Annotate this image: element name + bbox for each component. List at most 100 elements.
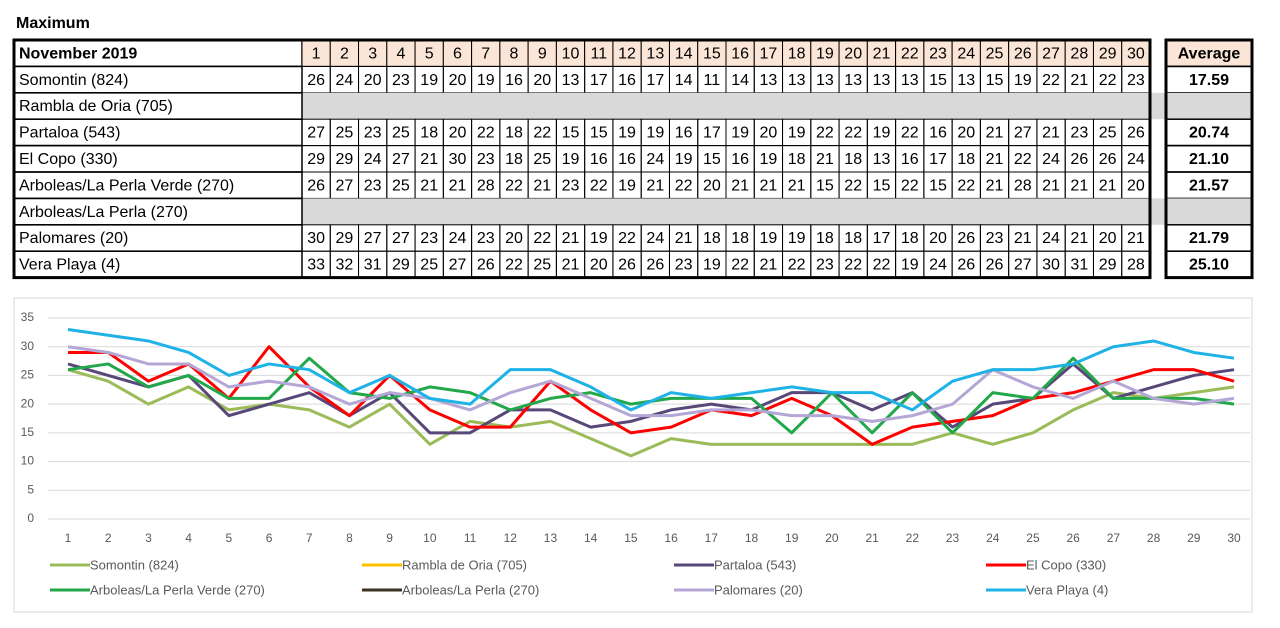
cell-value: 22 bbox=[901, 125, 919, 142]
cell-value: 26 bbox=[957, 230, 975, 247]
day-label: 14 bbox=[675, 45, 693, 62]
y-tick-label: 0 bbox=[27, 511, 34, 525]
cell-value: 20 bbox=[364, 72, 382, 89]
cell-value: 22 bbox=[1042, 72, 1060, 89]
cell-value: 26 bbox=[986, 257, 1004, 274]
cell-value: 18 bbox=[505, 125, 523, 142]
cell-value: 16 bbox=[618, 151, 636, 168]
day-label: 29 bbox=[1099, 45, 1117, 62]
row-label: Partaloa (543) bbox=[19, 125, 120, 142]
cell-value: 19 bbox=[731, 125, 749, 142]
day-label: 19 bbox=[816, 45, 834, 62]
cell-value: 32 bbox=[336, 257, 354, 274]
chart-frame bbox=[13, 297, 1253, 613]
row-label: Vera Playa (4) bbox=[19, 257, 120, 274]
cell-value: 21 bbox=[1070, 72, 1088, 89]
y-tick-label: 15 bbox=[21, 425, 35, 439]
cell-value: 23 bbox=[477, 230, 495, 247]
cell-value: 18 bbox=[703, 230, 721, 247]
legend-label: Rambla de Oria (705) bbox=[402, 557, 527, 572]
cell-value: 27 bbox=[307, 125, 325, 142]
cell-value: 21 bbox=[420, 177, 438, 194]
cell-value: 19 bbox=[420, 72, 438, 89]
cell-value: 26 bbox=[1127, 125, 1145, 142]
day-label: 5 bbox=[425, 45, 434, 62]
cell-value: 15 bbox=[929, 72, 947, 89]
day-label: 22 bbox=[901, 45, 919, 62]
cell-value: 24 bbox=[929, 257, 947, 274]
cell-value: 20 bbox=[760, 125, 778, 142]
average-cell bbox=[1165, 39, 1253, 68]
cell-value: 22 bbox=[590, 177, 608, 194]
cell-value: 20 bbox=[533, 72, 551, 89]
cell-value: 22 bbox=[957, 177, 975, 194]
cell-value: 27 bbox=[1014, 125, 1032, 142]
day-label: 6 bbox=[453, 45, 462, 62]
table-header: November 2019 bbox=[19, 45, 137, 62]
cell-value: 21 bbox=[449, 177, 467, 194]
x-tick-label: 26 bbox=[1066, 531, 1080, 545]
cell-value: 24 bbox=[336, 72, 354, 89]
day-label: 25 bbox=[986, 45, 1004, 62]
x-tick-label: 20 bbox=[825, 531, 839, 545]
cell-value: 13 bbox=[562, 72, 580, 89]
cell-value: 21 bbox=[533, 177, 551, 194]
cell-value: 19 bbox=[618, 177, 636, 194]
cell-value: 22 bbox=[618, 230, 636, 247]
row-label: Palomares (20) bbox=[19, 230, 128, 247]
cell-value: 27 bbox=[449, 257, 467, 274]
cell-value: 27 bbox=[364, 230, 382, 247]
cell-value: 23 bbox=[1070, 125, 1088, 142]
x-tick-label: 11 bbox=[464, 531, 477, 545]
cell-value: 13 bbox=[901, 72, 919, 89]
cell-value: 24 bbox=[646, 230, 664, 247]
cell-value: 22 bbox=[844, 177, 862, 194]
day-cell bbox=[612, 39, 642, 67]
day-label: 4 bbox=[396, 45, 405, 62]
cell-value: 22 bbox=[1014, 151, 1032, 168]
cell-value: 11 bbox=[704, 72, 721, 89]
cell-value: 27 bbox=[336, 177, 354, 194]
cell-value: 25 bbox=[392, 177, 410, 194]
day-cell bbox=[782, 39, 812, 67]
day-label: 10 bbox=[562, 45, 580, 62]
cell-value: 21 bbox=[986, 151, 1004, 168]
day-label: 27 bbox=[1042, 45, 1060, 62]
cell-value: 16 bbox=[731, 151, 749, 168]
cell-value: 15 bbox=[873, 177, 891, 194]
cell-value: 15 bbox=[703, 151, 721, 168]
cell-value: 19 bbox=[760, 151, 778, 168]
cell-value: 29 bbox=[1099, 257, 1117, 274]
cell-value: 26 bbox=[477, 257, 495, 274]
cell-value: 29 bbox=[392, 257, 410, 274]
series-line bbox=[67, 328, 1235, 412]
x-tick-label: 10 bbox=[423, 531, 437, 545]
legend-label: Vera Playa (4) bbox=[1026, 582, 1108, 597]
cell-value: 23 bbox=[364, 125, 382, 142]
cell-value: 30 bbox=[307, 230, 325, 247]
day-label: 12 bbox=[618, 45, 636, 62]
day-label: 26 bbox=[1014, 45, 1032, 62]
legend-label: Palomares (20) bbox=[714, 582, 803, 597]
cell-value: 19 bbox=[675, 151, 693, 168]
cell-value: 18 bbox=[844, 230, 862, 247]
cell-value: 18 bbox=[816, 230, 834, 247]
x-tick-label: 30 bbox=[1227, 531, 1241, 545]
average: 21.79 bbox=[1189, 230, 1229, 247]
cell-value: 19 bbox=[562, 151, 580, 168]
y-tick-label: 25 bbox=[21, 368, 35, 382]
cell-value: 18 bbox=[731, 230, 749, 247]
empty-row bbox=[302, 92, 1252, 120]
row-label: Rambla de Oria (705) bbox=[19, 98, 173, 115]
cell-value: 26 bbox=[307, 72, 325, 89]
average: 20.74 bbox=[1189, 125, 1229, 142]
x-tick-label: 7 bbox=[306, 531, 313, 545]
average: 21.10 bbox=[1189, 151, 1229, 168]
cell-value: 19 bbox=[788, 230, 806, 247]
cell-value: 22 bbox=[477, 125, 495, 142]
average-border bbox=[1164, 38, 1254, 280]
y-tick-label: 30 bbox=[21, 339, 35, 353]
cell-value: 17 bbox=[646, 72, 664, 89]
cell-value: 22 bbox=[533, 125, 551, 142]
